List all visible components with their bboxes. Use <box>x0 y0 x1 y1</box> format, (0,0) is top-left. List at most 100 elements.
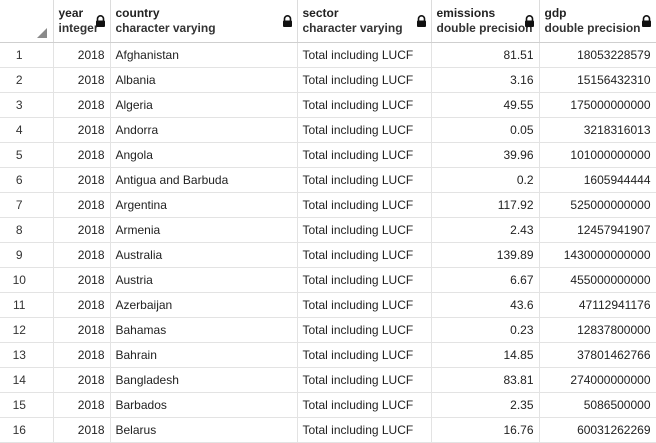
cell-country[interactable]: Angola <box>110 142 298 168</box>
row-number[interactable]: 8 <box>0 217 54 243</box>
row-number[interactable]: 15 <box>0 392 54 418</box>
row-number[interactable]: 3 <box>0 92 54 118</box>
cell-gdp[interactable]: 101000000000 <box>539 142 656 168</box>
cell-country[interactable]: Albania <box>110 67 298 93</box>
cell-gdp[interactable]: 5086500000 <box>539 392 656 418</box>
cell-emissions[interactable]: 2.43 <box>431 217 540 243</box>
cell-sector[interactable]: Total including LUCF <box>297 342 432 368</box>
cell-emissions[interactable]: 39.96 <box>431 142 540 168</box>
cell-emissions[interactable]: 49.55 <box>431 92 540 118</box>
cell-sector[interactable]: Total including LUCF <box>297 367 432 393</box>
row-number[interactable]: 5 <box>0 142 54 168</box>
cell-country[interactable]: Andorra <box>110 117 298 143</box>
cell-country[interactable]: Algeria <box>110 92 298 118</box>
cell-sector[interactable]: Total including LUCF <box>297 67 432 93</box>
cell-year[interactable]: 2018 <box>53 342 111 368</box>
table-row[interactable]: 5 2018 Angola Total including LUCF 39.96… <box>0 142 656 168</box>
row-number[interactable]: 7 <box>0 192 54 218</box>
cell-gdp[interactable]: 37801462766 <box>539 342 656 368</box>
row-number[interactable]: 2 <box>0 67 54 93</box>
cell-sector[interactable]: Total including LUCF <box>297 192 432 218</box>
cell-country[interactable]: Azerbaijan <box>110 292 298 318</box>
table-row[interactable]: 6 2018 Antigua and Barbuda Total includi… <box>0 167 656 193</box>
cell-emissions[interactable]: 14.85 <box>431 342 540 368</box>
table-row[interactable]: 12 2018 Bahamas Total including LUCF 0.2… <box>0 317 656 343</box>
cell-gdp[interactable]: 12837800000 <box>539 317 656 343</box>
cell-country[interactable]: Antigua and Barbuda <box>110 167 298 193</box>
cell-year[interactable]: 2018 <box>53 242 111 268</box>
cell-sector[interactable]: Total including LUCF <box>297 117 432 143</box>
cell-gdp[interactable]: 47112941176 <box>539 292 656 318</box>
cell-country[interactable]: Armenia <box>110 217 298 243</box>
cell-gdp[interactable]: 175000000000 <box>539 92 656 118</box>
row-number[interactable]: 9 <box>0 242 54 268</box>
cell-year[interactable]: 2018 <box>53 292 111 318</box>
table-row[interactable]: 14 2018 Bangladesh Total including LUCF … <box>0 367 656 393</box>
cell-country[interactable]: Afghanistan <box>110 42 298 68</box>
cell-emissions[interactable]: 16.76 <box>431 417 540 443</box>
cell-sector[interactable]: Total including LUCF <box>297 292 432 318</box>
table-row[interactable]: 3 2018 Algeria Total including LUCF 49.5… <box>0 92 656 118</box>
cell-year[interactable]: 2018 <box>53 367 111 393</box>
cell-country[interactable]: Australia <box>110 242 298 268</box>
cell-gdp[interactable]: 60031262269 <box>539 417 656 443</box>
cell-country[interactable]: Austria <box>110 267 298 293</box>
table-row[interactable]: 4 2018 Andorra Total including LUCF 0.05… <box>0 117 656 143</box>
cell-gdp[interactable]: 525000000000 <box>539 192 656 218</box>
cell-emissions[interactable]: 117.92 <box>431 192 540 218</box>
cell-emissions[interactable]: 0.05 <box>431 117 540 143</box>
row-number[interactable]: 10 <box>0 267 54 293</box>
table-row[interactable]: 2 2018 Albania Total including LUCF 3.16… <box>0 67 656 93</box>
table-row[interactable]: 16 2018 Belarus Total including LUCF 16.… <box>0 417 656 443</box>
column-header-gdp[interactable]: gdp double precision <box>539 0 656 43</box>
cell-gdp[interactable]: 12457941907 <box>539 217 656 243</box>
cell-sector[interactable]: Total including LUCF <box>297 167 432 193</box>
cell-year[interactable]: 2018 <box>53 42 111 68</box>
cell-year[interactable]: 2018 <box>53 317 111 343</box>
column-header-sector[interactable]: sector character varying <box>297 0 432 43</box>
cell-sector[interactable]: Total including LUCF <box>297 417 432 443</box>
cell-year[interactable]: 2018 <box>53 67 111 93</box>
cell-gdp[interactable]: 1605944444 <box>539 167 656 193</box>
cell-emissions[interactable]: 3.16 <box>431 67 540 93</box>
cell-sector[interactable]: Total including LUCF <box>297 92 432 118</box>
cell-country[interactable]: Barbados <box>110 392 298 418</box>
row-number[interactable]: 4 <box>0 117 54 143</box>
cell-emissions[interactable]: 0.2 <box>431 167 540 193</box>
cell-year[interactable]: 2018 <box>53 117 111 143</box>
cell-emissions[interactable]: 43.6 <box>431 292 540 318</box>
cell-emissions[interactable]: 0.23 <box>431 317 540 343</box>
cell-gdp[interactable]: 3218316013 <box>539 117 656 143</box>
cell-gdp[interactable]: 455000000000 <box>539 267 656 293</box>
cell-gdp[interactable]: 18053228579 <box>539 42 656 68</box>
row-number[interactable]: 12 <box>0 317 54 343</box>
cell-year[interactable]: 2018 <box>53 417 111 443</box>
cell-year[interactable]: 2018 <box>53 217 111 243</box>
cell-sector[interactable]: Total including LUCF <box>297 267 432 293</box>
cell-sector[interactable]: Total including LUCF <box>297 242 432 268</box>
table-row[interactable]: 11 2018 Azerbaijan Total including LUCF … <box>0 292 656 318</box>
cell-emissions[interactable]: 6.67 <box>431 267 540 293</box>
cell-sector[interactable]: Total including LUCF <box>297 142 432 168</box>
column-header-year[interactable]: year integer <box>53 0 111 43</box>
table-row[interactable]: 1 2018 Afghanistan Total including LUCF … <box>0 42 656 68</box>
row-number[interactable]: 6 <box>0 167 54 193</box>
table-row[interactable]: 15 2018 Barbados Total including LUCF 2.… <box>0 392 656 418</box>
table-row[interactable]: 8 2018 Armenia Total including LUCF 2.43… <box>0 217 656 243</box>
cell-country[interactable]: Bahamas <box>110 317 298 343</box>
row-number[interactable]: 11 <box>0 292 54 318</box>
row-number[interactable]: 14 <box>0 367 54 393</box>
cell-country[interactable]: Bangladesh <box>110 367 298 393</box>
cell-sector[interactable]: Total including LUCF <box>297 317 432 343</box>
cell-emissions[interactable]: 83.81 <box>431 367 540 393</box>
table-row[interactable]: 9 2018 Australia Total including LUCF 13… <box>0 242 656 268</box>
table-row[interactable]: 10 2018 Austria Total including LUCF 6.6… <box>0 267 656 293</box>
cell-gdp[interactable]: 274000000000 <box>539 367 656 393</box>
cell-emissions[interactable]: 81.51 <box>431 42 540 68</box>
cell-country[interactable]: Bahrain <box>110 342 298 368</box>
cell-year[interactable]: 2018 <box>53 392 111 418</box>
row-number[interactable]: 16 <box>0 417 54 443</box>
cell-sector[interactable]: Total including LUCF <box>297 392 432 418</box>
cell-gdp[interactable]: 1430000000000 <box>539 242 656 268</box>
cell-emissions[interactable]: 2.35 <box>431 392 540 418</box>
